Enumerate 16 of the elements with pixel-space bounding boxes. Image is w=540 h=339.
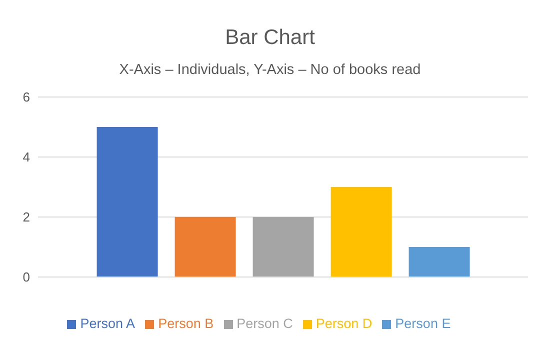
bar	[408, 247, 470, 277]
bar	[252, 217, 314, 277]
y-tick-label: 6	[22, 90, 30, 105]
legend-label: Person A	[80, 316, 136, 331]
legend-label: Person E	[395, 316, 451, 331]
y-tick-label: 0	[22, 270, 30, 285]
bar	[96, 127, 158, 277]
bar	[330, 187, 392, 277]
y-tick-label: 2	[22, 210, 30, 225]
legend-label: Person C	[236, 316, 293, 331]
bar	[174, 217, 236, 277]
legend-label: Person D	[316, 316, 372, 331]
chart-subtitle: X-Axis – Individuals, Y-Axis – No of books read	[118, 62, 422, 78]
chart-title: Bar Chart	[224, 26, 316, 50]
y-tick-label: 4	[22, 150, 30, 165]
legend-label: Person B	[158, 316, 214, 331]
